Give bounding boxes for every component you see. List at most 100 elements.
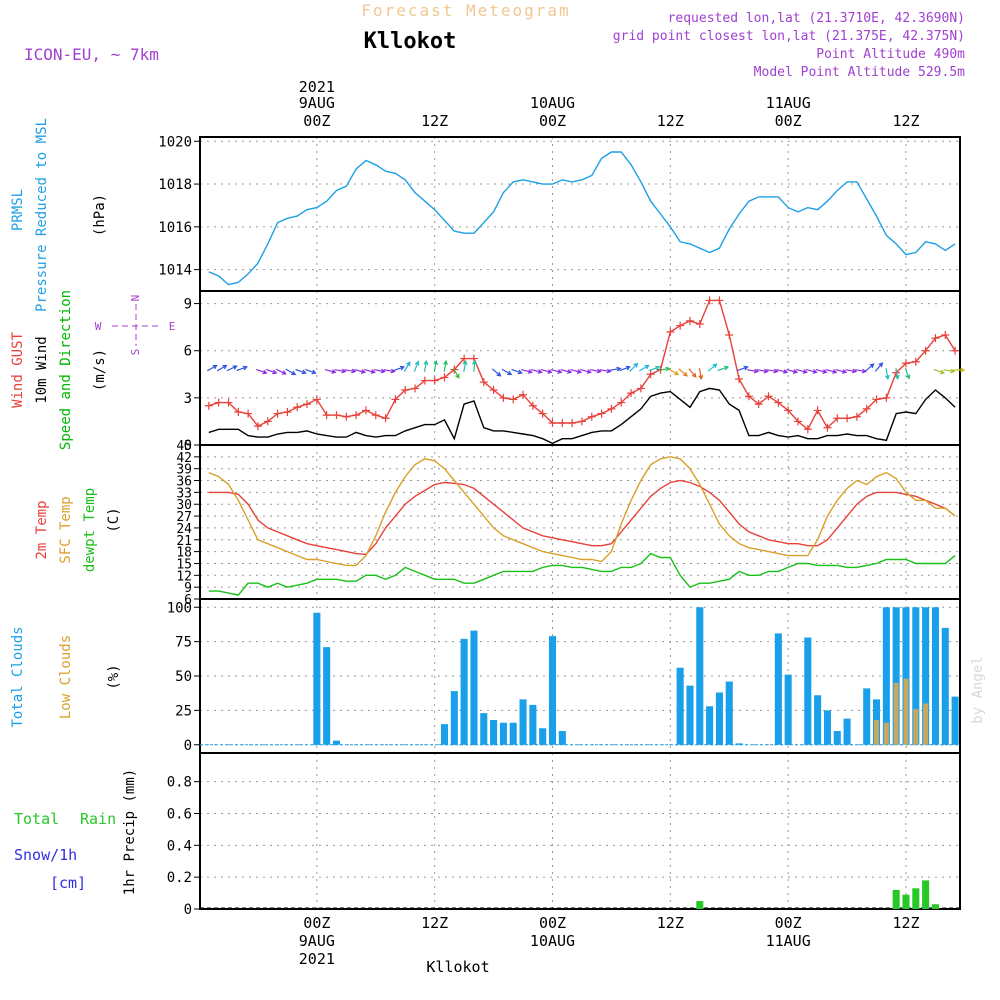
wind-direction-arrow xyxy=(904,368,911,380)
model-label: ICON-EU, ~ 7km xyxy=(24,45,159,64)
2m-temp-line xyxy=(208,479,956,556)
wind-direction-arrow xyxy=(373,368,386,374)
gust-point xyxy=(636,384,645,393)
wind-direction-arrow xyxy=(874,362,884,372)
wind-direction-arrow xyxy=(305,368,317,375)
gust-point xyxy=(627,389,636,398)
total-clouds-bar xyxy=(509,722,517,745)
wind-panel: 0 3 6 9 xyxy=(184,290,966,454)
y-tick-label: 9 xyxy=(184,581,192,596)
gust-point xyxy=(843,414,852,423)
top-tick-hour: 12Z xyxy=(892,112,919,130)
wind-direction-arrow xyxy=(344,368,357,374)
gust-point xyxy=(695,320,704,328)
gust-point xyxy=(921,346,930,355)
wind-direction-arrow xyxy=(452,368,460,379)
gust-point xyxy=(784,406,793,415)
wind-direction-arrow xyxy=(855,368,867,374)
gust-point xyxy=(852,412,861,421)
gust-point xyxy=(322,411,331,420)
wind-direction-arrow xyxy=(265,368,278,375)
bottom-tick-hour: 00Z xyxy=(303,914,330,932)
total-clouds-bar xyxy=(735,743,743,745)
total-clouds-bar xyxy=(784,674,792,745)
total-clouds-bar xyxy=(676,667,684,745)
y-tick-label: 42 xyxy=(176,451,192,466)
wind-direction-arrow xyxy=(766,368,779,374)
y-tick-label: 6 xyxy=(184,344,192,360)
rain-bar xyxy=(922,880,930,909)
y-tick-label: 75 xyxy=(175,635,192,651)
top-tick-hour: 00Z xyxy=(775,112,802,130)
wind-direction-arrow xyxy=(501,368,513,376)
gust-point xyxy=(705,296,714,305)
wind-direction-arrow xyxy=(609,366,622,372)
gust-point xyxy=(381,414,390,423)
total-clouds-label: Total Clouds xyxy=(10,626,26,727)
gust-point xyxy=(764,392,773,401)
chart-title: Forecast Meteogram xyxy=(361,1,570,20)
gust-point xyxy=(509,395,518,404)
gust-point xyxy=(420,376,429,385)
y-tick-label: 36 xyxy=(176,475,192,490)
y-tick-label: 3 xyxy=(184,391,192,407)
panel-frame xyxy=(199,444,961,600)
wind-direction-arrow xyxy=(285,368,297,376)
gust-point xyxy=(793,417,802,426)
pressure-label-2: Pressure Reduced to MSL xyxy=(34,118,50,312)
temperature-labels: 2m Temp SFC Temp dewpt Temp (C) xyxy=(34,488,122,572)
y-tick-label: 50 xyxy=(175,669,192,685)
gust-point xyxy=(460,354,469,363)
gust-point xyxy=(725,331,734,339)
total-clouds-bar xyxy=(470,630,478,745)
wind-direction-arrow xyxy=(756,368,769,374)
gust-point xyxy=(754,400,763,409)
rain-bar xyxy=(912,888,920,909)
gust-point xyxy=(283,408,292,416)
total-clouds-bar xyxy=(912,607,920,745)
wind-direction-arrow xyxy=(334,368,347,374)
wind-direction-arrow xyxy=(580,368,592,374)
snow-label: Snow/1h xyxy=(14,846,77,864)
wind-direction-arrow xyxy=(570,368,583,374)
top-tick-hour: 00Z xyxy=(539,112,566,130)
wind-direction-arrow xyxy=(226,365,238,372)
low-clouds-bar xyxy=(903,678,909,745)
gust-point xyxy=(401,386,410,394)
wind-direction-arrow xyxy=(491,368,502,377)
wind-direction-arrow xyxy=(943,368,956,374)
total-clouds-bar xyxy=(725,681,733,745)
wind-direction-arrow xyxy=(511,368,523,375)
low-clouds-bar xyxy=(883,722,889,745)
compass-n: N xyxy=(129,295,142,302)
y-tick-label: 0 xyxy=(184,738,192,754)
closest-coords: grid point closest lon,lat (21.375E, 42.… xyxy=(613,29,965,44)
gust-point xyxy=(244,409,253,418)
wind-direction-arrow xyxy=(688,368,697,378)
gust-point xyxy=(882,393,891,402)
sfc-label: SFC Temp xyxy=(58,496,74,563)
wind-direction-arrow xyxy=(835,368,848,374)
total-clouds-bar xyxy=(843,718,851,745)
gust-point xyxy=(214,398,223,407)
wind-direction-arrow xyxy=(364,368,376,374)
y-tick-label: 0.4 xyxy=(167,838,192,854)
wind-direction-arrow xyxy=(678,368,689,377)
wind-direction-arrow xyxy=(796,368,808,374)
gust-point xyxy=(577,417,586,426)
total-clouds-bar xyxy=(833,731,841,745)
wind-dir-label: Speed and Direction xyxy=(58,290,74,450)
compass-s: S xyxy=(129,349,142,356)
low-clouds-bar xyxy=(874,720,880,745)
wind-direction-arrow xyxy=(443,359,448,372)
wind-direction-arrow xyxy=(619,365,631,372)
gust-point xyxy=(204,401,213,410)
wind-label: 10m Wind xyxy=(34,336,50,403)
bottom-tick-hour: 00Z xyxy=(539,914,566,932)
low-clouds-label: Low Clouds xyxy=(58,635,74,719)
wind-direction-arrow xyxy=(324,368,337,374)
y-tick-label: 33 xyxy=(176,486,192,501)
bottom-tick-year: 2021 xyxy=(299,950,335,968)
